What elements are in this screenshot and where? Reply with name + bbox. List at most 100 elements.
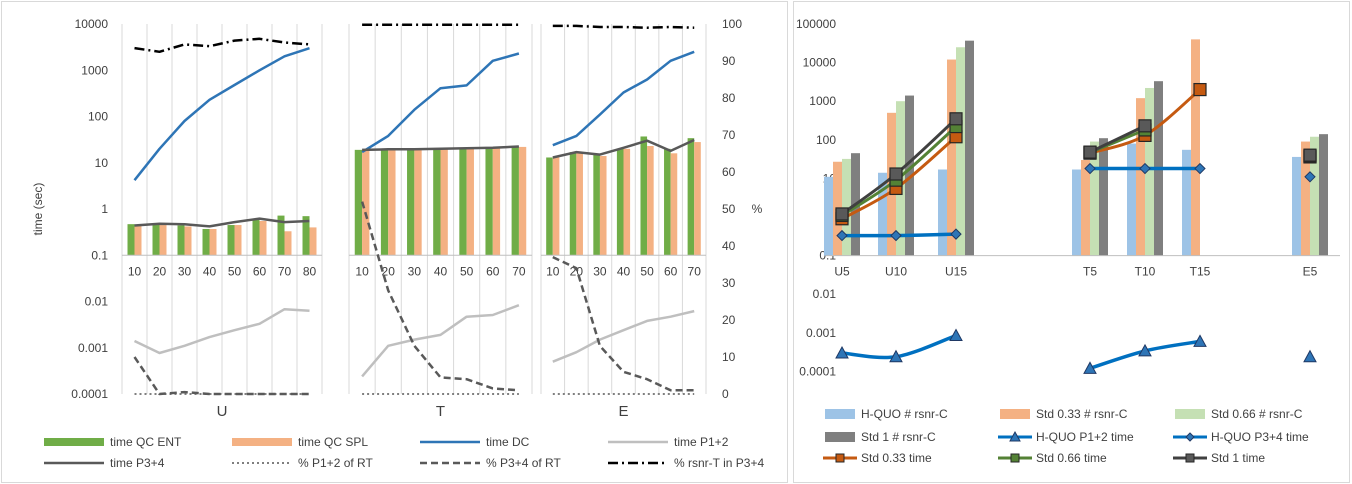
legend-item-std-1-rsnr-c: Std 1 # rsnr-C: [825, 430, 936, 444]
bar-time-qc-spl: [599, 155, 607, 256]
bar-std-0-66-rsnr-c: [842, 158, 851, 256]
bar-time-qc-spl: [440, 149, 448, 256]
legend-item-std-0-66-rsnr-c: Std 0.66 # rsnr-C: [1175, 407, 1303, 421]
bar-time-qc-ent: [687, 138, 695, 256]
bar-std-0-33-rsnr-c: [1301, 141, 1310, 256]
bar-time-qc-ent: [433, 149, 441, 256]
line-time-p1-2: [133, 307, 310, 355]
bar-time-qc-ent: [407, 149, 415, 256]
marker-h-quo-p1-2-time: [1193, 334, 1207, 347]
bar-std-1-rsnr-c: [1099, 138, 1108, 256]
legend-label: time P1+2: [674, 435, 729, 449]
y-tick-label: 100: [88, 110, 108, 124]
bar-h-quo-rsnr-c: [1127, 143, 1136, 256]
bar-time-qc-spl: [623, 148, 631, 256]
bar-time-qc-ent: [277, 215, 285, 256]
line-p3-4-of-rt: [133, 356, 310, 396]
bar-time-qc-spl: [259, 221, 267, 256]
bar-std-0-66-rsnr-c: [1145, 87, 1154, 256]
marker-h-quo-p3-4-time: [890, 229, 902, 242]
marker-h-quo-p3-4-time: [1139, 162, 1151, 175]
bar-std-0-33-rsnr-c: [947, 59, 956, 256]
marker-std-1-time: [949, 112, 963, 126]
x-tick-label: 30: [178, 264, 192, 278]
bar-time-qc-spl: [694, 142, 701, 256]
bar-std-0-33-rsnr-c: [1081, 159, 1090, 256]
legend-item-h-quo-p3-4-time: H-QUO P3+4 time: [1173, 430, 1309, 444]
marker-h-quo-p3-4-time: [836, 229, 848, 242]
y-tick-label: 0.01: [813, 287, 837, 301]
y2-tick-label: 60: [722, 165, 736, 179]
bar-time-qc-ent: [354, 149, 363, 256]
group-label: T: [436, 403, 445, 420]
group-label: U: [217, 403, 228, 420]
marker-std-1-time: [1083, 145, 1097, 159]
legend-item-time-dc: time DC: [420, 435, 530, 449]
bar-std-0-66-rsnr-c: [956, 47, 965, 256]
legend-swatch: [825, 432, 855, 442]
y2-tick-label: 20: [722, 313, 736, 327]
line-rsnr-t-in-p3-4: [134, 37, 310, 54]
line-p3-4-of-rt: [552, 255, 695, 392]
bar-std-0-66-rsnr-c: [1310, 136, 1319, 256]
marker-h-quo-p1-2-time: [949, 328, 963, 342]
bar-time-qc-spl: [576, 152, 583, 256]
line-time-dc: [552, 50, 695, 147]
bar-std-0-66-rsnr-c: [1090, 141, 1099, 256]
right-chart: 1000001000010001001010.10.010.0010.0001U…: [796, 17, 1340, 465]
y-tick-label: 0.0001: [71, 387, 108, 401]
y-tick-label: 0.01: [85, 295, 109, 309]
x-tick-label: 20: [153, 264, 167, 278]
x-tick-label: 70: [278, 264, 292, 278]
bar-time-qc-ent: [202, 228, 210, 256]
bar-time-qc-ent: [127, 224, 135, 256]
legend-item-time-p1-2: time P1+2: [608, 435, 729, 449]
bar-time-qc-spl: [518, 146, 527, 256]
bar-time-qc-ent: [546, 157, 553, 256]
y-tick-label: 100: [816, 133, 836, 147]
legend-item-h-quo-p1-2-time: H-QUO P1+2 time: [998, 430, 1134, 444]
y2-tick-label: 50: [722, 202, 736, 216]
y-tick-label: 0.1: [91, 248, 108, 262]
bar-std-1-rsnr-c: [965, 40, 974, 256]
y2-tick-label: 90: [722, 54, 736, 68]
y-tick-label: 0.001: [78, 341, 108, 355]
line-time-p3-4: [134, 217, 310, 228]
legend-label: % P3+4 of RT: [486, 456, 561, 470]
y-tick-label: 1: [101, 202, 108, 216]
x-tick-label: 50: [460, 264, 474, 278]
x-tick-label: 10: [355, 264, 369, 278]
marker-h-quo-p3-4-time: [950, 228, 962, 240]
x-tick-label: 40: [434, 264, 448, 278]
marker-std-1-time: [1303, 148, 1317, 162]
legend-item-rsnr-t-in-p3-4: % rsnr-T in P3+4: [608, 456, 764, 470]
bar-time-qc-spl: [414, 149, 422, 256]
marker-h-quo-p1-2-time: [1303, 349, 1317, 363]
legend-label: Std 0.33 # rsnr-C: [1036, 407, 1128, 421]
bar-time-qc-spl: [309, 227, 317, 256]
bar-time-qc-spl: [159, 225, 167, 256]
y-tick-label: 0.0001: [799, 364, 836, 378]
bar-time-qc-spl: [284, 231, 292, 256]
x-tick-label: U10: [885, 265, 907, 279]
panel-u: 10 20 30 40 50 60 70 80 U: [121, 24, 323, 420]
legend-item-std-0-66-time: Std 0.66 time: [998, 451, 1107, 465]
bar-time-qc-ent: [152, 224, 160, 256]
legend-label: H-QUO P3+4 time: [1211, 430, 1309, 444]
x-tick-label: U15: [945, 265, 967, 279]
x-tick-label: 10: [128, 264, 142, 278]
y-tick-label: 10: [95, 156, 109, 170]
legend-swatch: [1000, 409, 1030, 419]
line-p3-4-of-rt: [360, 201, 519, 392]
legend-label: H-QUO P1+2 time: [1036, 430, 1134, 444]
bar-h-quo-rsnr-c: [1072, 169, 1081, 256]
bar-h-quo-rsnr-c: [938, 169, 947, 256]
y-tick-label: 0.001: [806, 326, 836, 340]
x-tick-label: 60: [253, 264, 267, 278]
legend-label: Std 0.66 time: [1036, 451, 1107, 465]
legend-marker: [1185, 453, 1195, 463]
legend-swatch: [1175, 409, 1205, 419]
y-tick-label: 10000: [75, 17, 109, 31]
x-tick-label: 60: [664, 264, 678, 278]
legend-label: % rsnr-T in P3+4: [674, 456, 764, 470]
